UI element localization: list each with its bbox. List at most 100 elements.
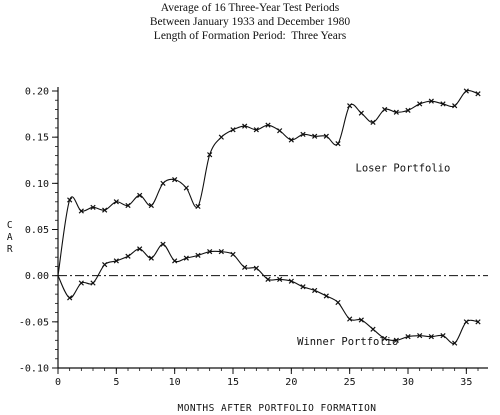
x-tick-label: 15 [227,377,239,388]
loser-portfolio-point [312,133,318,139]
winner-portfolio-point [277,276,283,282]
title-line-2: Between January 1933 and December 1980 [149,16,351,28]
x-tick-label: 30 [402,377,414,388]
loser-portfolio-point [288,137,294,143]
winner-portfolio-point [405,333,411,340]
x-tick-label: 0 [55,377,61,388]
winner-portfolio-point [347,316,353,322]
loser-portfolio-point [125,202,131,209]
loser-portfolio-point [67,197,73,203]
winner-portfolio-point [417,333,423,339]
loser-portfolio-point [195,203,201,210]
loser-portfolio-point [452,103,458,109]
y-axis-title-letter: C [7,220,13,231]
loser-portfolio-point [183,185,189,191]
winner-portfolio-point [125,253,131,259]
winner-portfolio-point [288,278,294,284]
winner-portfolio-point [137,246,143,252]
loser-portfolio-point [300,131,306,138]
x-axis-title: MONTHS AFTER PORTFOLIO FORMATION [177,403,376,414]
winner-portfolio-point [393,337,399,343]
loser-portfolio-point [265,122,271,128]
winner-portfolio-point [358,317,364,323]
winner-portfolio-point [265,276,271,282]
winner-portfolio-annotation: Winner Portfolio [297,336,398,348]
loser-portfolio-point [137,192,143,198]
chart-title: Average of 16 Three-Year Test Periods Be… [0,1,500,43]
winner-portfolio-point [370,326,376,332]
winner-portfolio-point [382,335,388,342]
loser-portfolio-point [207,152,213,158]
loser-portfolio-point [370,119,376,126]
loser-portfolio-annotation: Loser Portfolio [356,162,451,174]
winner-portfolio-point [113,258,119,264]
winner-portfolio-point [195,252,201,258]
x-tick-label: 25 [344,377,356,388]
loser-portfolio-point [323,133,329,139]
winner-portfolio-point [300,284,306,290]
y-axis-title-letter: A [7,232,13,243]
winner-portfolio-point [323,293,329,299]
loser-portfolio-point [172,177,178,183]
winner-portfolio-point [428,333,434,340]
loser-portfolio-point [78,208,84,214]
loser-portfolio-point [277,128,283,134]
winner-portfolio-point [253,265,259,271]
loser-portfolio-point [230,127,236,133]
winner-portfolio-point [452,340,458,346]
winner-portfolio-point [463,319,469,325]
loser-portfolio-point [347,103,353,109]
winner-portfolio-point [335,299,341,306]
loser-portfolio-point [405,107,411,114]
winner-portfolio-point [218,249,224,255]
loser-portfolio-point [253,127,259,133]
winner-portfolio-point [475,319,481,325]
winner-portfolio-point [183,255,189,261]
loser-portfolio-point [160,180,166,186]
loser-portfolio-point [393,109,399,115]
winner-portfolio-point [90,280,96,286]
loser-portfolio-point [440,101,446,107]
loser-portfolio-point [335,141,341,147]
loser-portfolio-point [218,134,224,140]
loser-portfolio-point [428,98,434,104]
winner-portfolio-line [57,243,479,344]
winner-portfolio-point [148,255,154,261]
loser-portfolio-point [417,101,423,107]
winner-portfolio-point [242,264,248,270]
winner-portfolio-point [160,241,166,247]
loser-portfolio-point [358,110,364,116]
title-line-3: Length of Formation Period: Three Years [153,30,347,42]
loser-portfolio-point [90,204,96,210]
y-axis-title-letter: R [7,244,13,255]
loser-portfolio-point [382,106,388,113]
title-line-1: Average of 16 Three-Year Test Periods [160,2,340,14]
winner-portfolio-point [312,287,318,294]
x-tick-label: 5 [113,377,119,388]
loser-portfolio-point [148,202,154,209]
loser-portfolio-point [242,123,248,129]
y-tick-label: -0.10 [19,364,49,375]
winner-portfolio-point [102,261,108,268]
loser-portfolio-point [475,91,481,97]
loser-portfolio-point [113,199,119,205]
y-tick-label: 0.15 [25,133,49,144]
winner-portfolio-point [440,333,446,339]
winner-portfolio-point [67,295,73,301]
y-tick-label: -0.05 [19,317,49,328]
x-tick-label: 10 [169,377,181,388]
y-tick-label: 0.00 [25,271,49,282]
y-tick-label: 0.10 [25,179,49,190]
loser-portfolio-line [57,89,479,276]
x-tick-label: 20 [285,377,297,388]
loser-portfolio-point [463,88,469,94]
y-tick-label: 0.05 [25,225,49,236]
x-tick-label: 35 [460,377,472,388]
winner-portfolio-point [230,251,236,258]
winner-portfolio-point [207,249,213,255]
winner-portfolio-point [172,258,178,264]
y-tick-label: 0.20 [25,87,49,98]
winner-portfolio-point [78,280,84,286]
loser-portfolio-point [102,207,108,213]
